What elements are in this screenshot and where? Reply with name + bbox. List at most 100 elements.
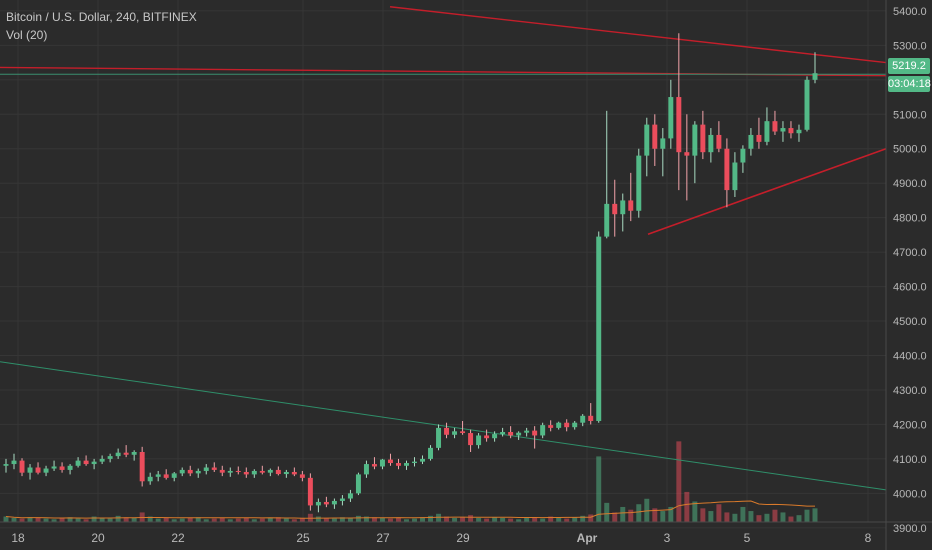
candle-body bbox=[660, 138, 666, 149]
candle-body bbox=[299, 474, 305, 478]
candle-body bbox=[476, 435, 482, 446]
volume-bar bbox=[476, 517, 482, 522]
candle-body bbox=[644, 124, 650, 156]
x-tick-label: 5 bbox=[744, 531, 751, 545]
indicator-label: Vol (20) bbox=[6, 28, 48, 42]
volume-bar bbox=[452, 517, 458, 522]
volume-bar bbox=[171, 519, 177, 522]
volume-bar bbox=[644, 498, 650, 522]
volume-bar bbox=[700, 508, 706, 522]
volume-bar bbox=[692, 501, 698, 522]
y-tick-label: 5400.0 bbox=[893, 6, 927, 18]
volume-bar bbox=[251, 519, 257, 522]
candle-body bbox=[259, 470, 265, 473]
x-tick-label: 25 bbox=[296, 531, 310, 545]
volume-bar bbox=[580, 515, 586, 522]
volume-bar bbox=[652, 508, 658, 522]
candle-body bbox=[11, 460, 17, 465]
volume-bar bbox=[420, 517, 425, 522]
candle-body bbox=[43, 468, 49, 473]
candle-body bbox=[636, 155, 642, 211]
candle-body bbox=[27, 467, 33, 473]
candle-body bbox=[788, 128, 794, 134]
volume-bar bbox=[379, 517, 385, 522]
candle-body bbox=[363, 464, 369, 475]
candle-body bbox=[307, 477, 313, 506]
volume-bar bbox=[684, 491, 690, 522]
candle-body bbox=[716, 134, 722, 149]
volume-bar bbox=[588, 514, 594, 522]
trendline bbox=[0, 361, 887, 491]
volume-bar bbox=[500, 517, 506, 522]
candle-body bbox=[468, 433, 474, 446]
candle-body bbox=[387, 459, 393, 464]
candle-body bbox=[772, 121, 778, 132]
candle-body bbox=[195, 470, 201, 474]
y-tick-label: 4700.0 bbox=[893, 247, 927, 259]
y-tick-label: 4300.0 bbox=[893, 385, 927, 397]
y-tick-label: 4400.0 bbox=[893, 351, 927, 363]
volume-bar bbox=[11, 517, 17, 522]
candle-body bbox=[3, 464, 9, 466]
volume-bar bbox=[51, 519, 57, 522]
candle-body bbox=[724, 148, 730, 191]
volume-bar bbox=[804, 509, 810, 522]
volume-bar bbox=[275, 517, 281, 522]
volume-bar bbox=[668, 506, 674, 522]
candle-body bbox=[179, 469, 185, 474]
y-tick-label: 5000.0 bbox=[893, 144, 927, 156]
volume-bar bbox=[540, 518, 546, 522]
volume-bar bbox=[508, 518, 514, 522]
candle-body bbox=[83, 460, 89, 465]
volume-bar bbox=[67, 517, 73, 522]
candle-body bbox=[243, 471, 249, 475]
volume-bar bbox=[155, 518, 161, 522]
volume-bar bbox=[115, 515, 121, 522]
candle-body bbox=[692, 124, 698, 156]
volume-bar bbox=[243, 517, 249, 522]
candle-body bbox=[155, 474, 161, 477]
volume-bar bbox=[492, 517, 498, 522]
volume-bar bbox=[75, 518, 81, 522]
x-tick-label: 27 bbox=[376, 531, 390, 545]
candle-body bbox=[412, 461, 417, 464]
volume-bar bbox=[43, 518, 49, 522]
volume-bar bbox=[339, 517, 345, 522]
volume-bar bbox=[612, 512, 618, 522]
volume-bar bbox=[107, 518, 113, 522]
volume-bar bbox=[19, 518, 25, 522]
volume-bar bbox=[235, 518, 241, 522]
candle-body bbox=[740, 148, 746, 163]
y-tick-label: 4900.0 bbox=[893, 178, 927, 190]
volume-bar bbox=[596, 456, 602, 522]
candle-body bbox=[291, 471, 297, 475]
y-tick-label: 5300.0 bbox=[893, 40, 927, 52]
volume-bar bbox=[628, 509, 634, 522]
candle-body bbox=[508, 432, 514, 436]
volume-bar bbox=[203, 519, 209, 522]
volume-bar bbox=[532, 517, 538, 522]
candle-body bbox=[428, 447, 434, 459]
volume-bar bbox=[572, 517, 578, 522]
candle-body bbox=[572, 422, 578, 428]
volume-bar bbox=[35, 517, 41, 522]
volume-bar bbox=[259, 518, 265, 522]
candle-body bbox=[588, 415, 594, 421]
volume-bar bbox=[556, 517, 562, 522]
x-tick-label: 3 bbox=[664, 531, 671, 545]
volume-bar bbox=[211, 518, 217, 522]
volume-bar bbox=[227, 519, 233, 522]
candle-body bbox=[371, 464, 377, 467]
candle-body bbox=[548, 425, 554, 428]
volume-bar bbox=[676, 441, 682, 522]
volume-bar bbox=[740, 506, 746, 522]
candle-body bbox=[484, 435, 490, 439]
volume-bar bbox=[387, 518, 393, 522]
candle-body bbox=[796, 129, 802, 134]
y-tick-label: 4000.0 bbox=[893, 488, 927, 500]
volume-bar bbox=[355, 515, 361, 522]
candle-body bbox=[211, 467, 217, 470]
candle-body bbox=[275, 469, 281, 475]
